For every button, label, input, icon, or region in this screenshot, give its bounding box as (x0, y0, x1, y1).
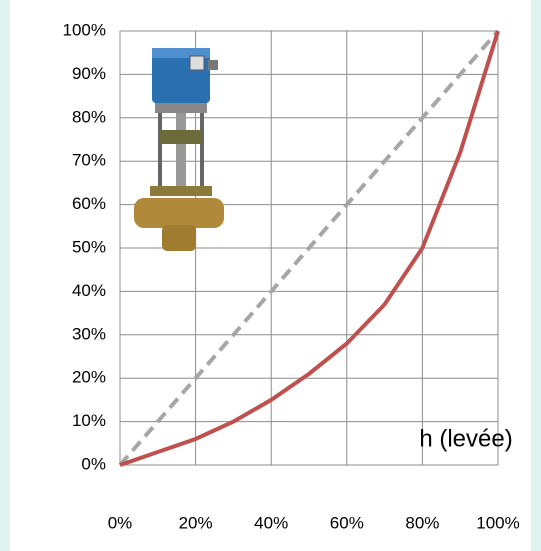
y-tick-label: 100% (63, 20, 106, 39)
y-tick-label: 50% (72, 237, 106, 256)
x-tick-label: 80% (405, 513, 439, 532)
y-tick-label: 80% (72, 107, 106, 126)
x-tick-label: 40% (254, 513, 288, 532)
y-tick-label: 70% (72, 151, 106, 170)
y-tick-label: 60% (72, 194, 106, 213)
y-tick-label: 90% (72, 64, 106, 83)
series-line (118, 29, 500, 467)
y-tick-label: 30% (72, 324, 106, 343)
x-tick-label: 100% (476, 513, 519, 532)
annotation: h (levée) (419, 425, 512, 452)
y-tick-label: 10% (72, 411, 106, 430)
valve-illustration (134, 48, 224, 251)
x-tick-label: 20% (179, 513, 213, 532)
series-line (119, 30, 500, 467)
y-tick-label: 20% (72, 368, 106, 387)
x-tick-label: 0% (108, 513, 133, 532)
y-tick-label: 40% (72, 281, 106, 300)
y-tick-label: 0% (81, 454, 106, 473)
x-tick-label: 60% (330, 513, 364, 532)
